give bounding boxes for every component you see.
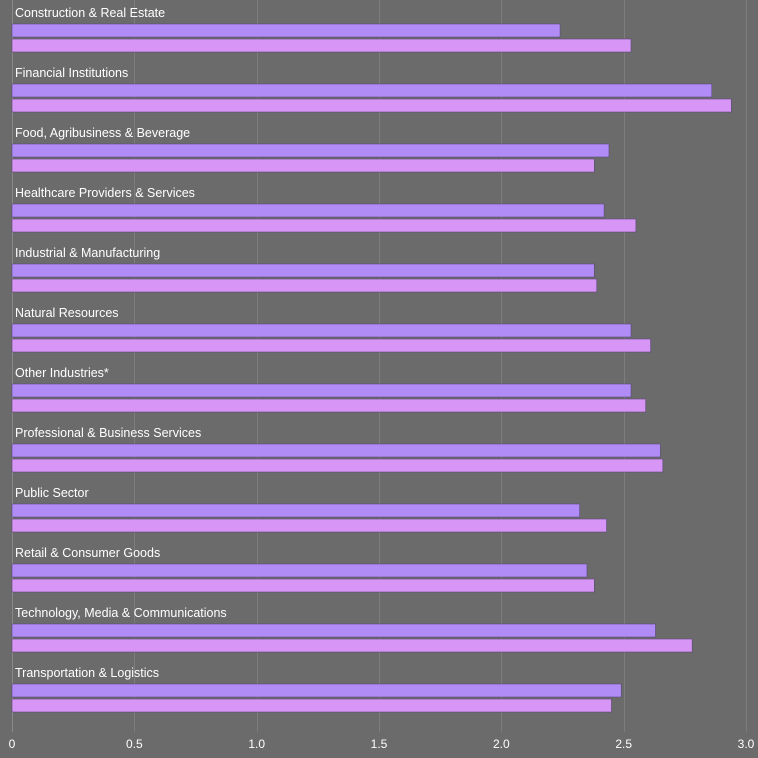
bar-series-2 (11, 38, 632, 53)
bar-series-1 (11, 143, 610, 158)
category-label-layer: Construction & Real Estate Financial Inst… (15, 6, 227, 680)
bar-series-2 (11, 458, 664, 473)
x-tick-label: 2.0 (493, 737, 510, 751)
bar-series-1 (11, 683, 622, 698)
bar-series-2 (11, 518, 607, 533)
bar-series-2 (11, 698, 612, 713)
category-label: Other Industries* (15, 366, 109, 380)
category-label: Healthcare Providers & Services (15, 186, 195, 200)
category-label: Technology, Media & Communications (15, 606, 227, 620)
grid-layer (12, 0, 747, 732)
category-label: Transportation & Logistics (15, 666, 159, 680)
x-axis-tick-layer: 0 0.5 1.0 1.5 2.0 2.5 3.0 (9, 737, 755, 751)
x-tick-label: 1.0 (248, 737, 265, 751)
bar-series-2 (11, 278, 598, 293)
x-tick-label: 3.0 (738, 737, 755, 751)
bar-series-2 (11, 398, 646, 413)
bar-series-1 (11, 203, 605, 218)
bar-series-1 (11, 623, 656, 638)
category-label: Construction & Real Estate (15, 6, 165, 20)
bar-series-1 (11, 83, 713, 98)
category-label: Financial Institutions (15, 66, 128, 80)
category-label: Industrial & Manufacturing (15, 246, 160, 260)
x-tick-label: 2.5 (615, 737, 632, 751)
bar-series-1 (11, 563, 588, 578)
category-label: Retail & Consumer Goods (15, 546, 160, 560)
bar-series-1 (11, 263, 595, 278)
bar-series-1 (11, 23, 561, 38)
bar-series-2 (11, 638, 693, 653)
x-tick-label: 1.5 (371, 737, 388, 751)
bar-series-1 (11, 323, 632, 338)
bar-series-1 (11, 443, 661, 458)
bar-series-2 (11, 338, 651, 353)
category-label: Food, Agribusiness & Beverage (15, 126, 190, 140)
bar-series-1 (11, 383, 632, 398)
bar-series-2 (11, 578, 595, 593)
category-label: Public Sector (15, 486, 89, 500)
category-label: Natural Resources (15, 306, 119, 320)
bar-series-2 (11, 218, 637, 233)
category-label: Professional & Business Services (15, 426, 201, 440)
bar-series-2 (11, 158, 595, 173)
bar-layer (11, 23, 732, 713)
bar-series-1 (11, 503, 580, 518)
x-tick-label: 0 (9, 737, 16, 751)
x-tick-label: 0.5 (126, 737, 143, 751)
bar-series-2 (11, 98, 732, 113)
